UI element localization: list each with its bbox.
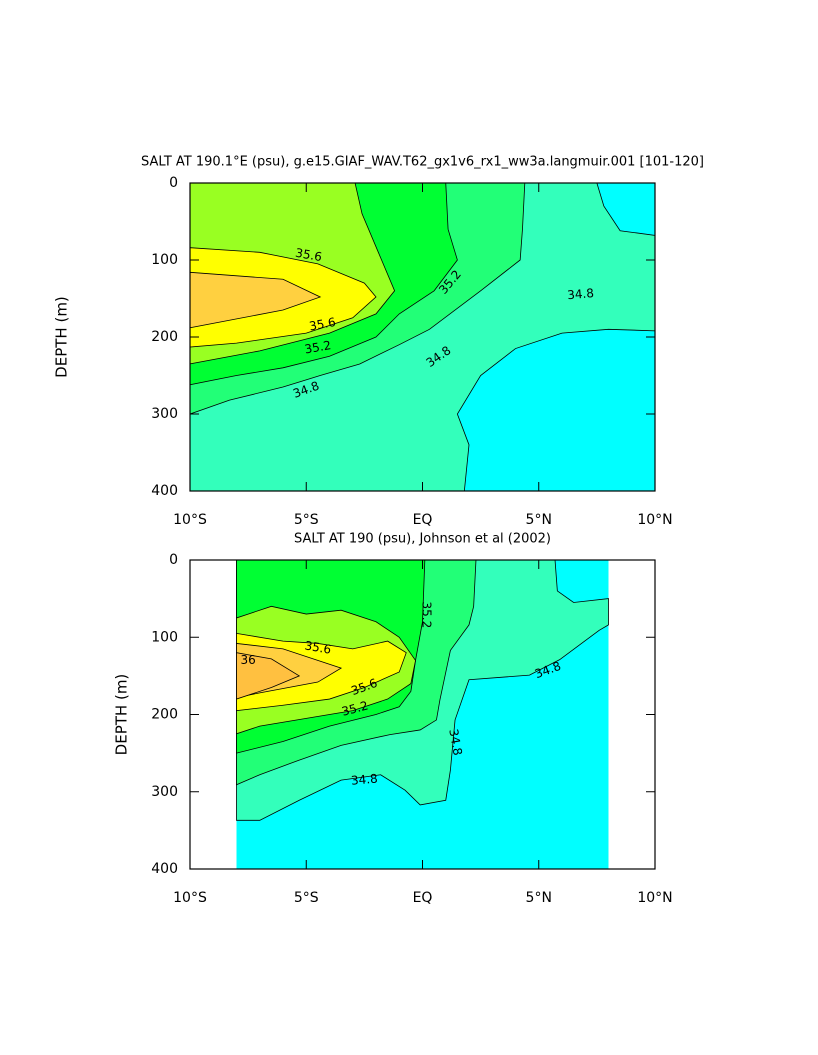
y-tick-label: 100 [151,252,178,268]
contour-label: 35.6 [308,315,337,333]
contour-label: 34.8 [350,772,378,788]
chart-title: SALT AT 190.1°E (psu), g.e15.GIAF_WAV.T6… [141,155,704,170]
contour-region [236,652,301,700]
y-axis-label: DEPTH (m) [113,674,131,756]
contour-label: 35.6 [304,638,333,656]
y-tick-label: 0 [169,552,178,568]
x-tick-label: 5°S [294,512,319,528]
y-tick-label: 400 [151,483,178,499]
contour-label: 35.2 [419,601,433,628]
contour-label: 34.8 [567,286,595,302]
y-tick-label: 300 [151,784,178,800]
contour-label: 36 [240,653,255,667]
y-axis-label: DEPTH (m) [53,296,71,378]
y-tick-label: 300 [151,406,178,422]
contour-label: 35.2 [303,338,332,356]
x-tick-label: EQ [413,890,433,906]
x-tick-label: 10°S [173,890,207,906]
x-tick-label: 10°N [637,512,672,528]
y-tick-label: 0 [169,175,178,191]
y-tick-label: 200 [151,329,178,345]
x-tick-label: 5°S [294,890,319,906]
x-tick-label: EQ [413,512,433,528]
contour-label: 34.8 [446,728,464,757]
x-tick-label: 10°S [173,512,207,528]
y-tick-label: 200 [151,707,178,723]
chart-title: SALT AT 190 (psu), Johnson et al (2002) [294,532,551,547]
contour-label: 35.6 [294,246,323,264]
x-tick-label: 5°N [526,890,552,906]
y-tick-label: 100 [151,629,178,645]
contour-label: 35.2 [340,698,369,718]
x-tick-label: 5°N [526,512,552,528]
y-tick-label: 400 [151,861,178,877]
x-tick-label: 10°N [637,890,672,906]
